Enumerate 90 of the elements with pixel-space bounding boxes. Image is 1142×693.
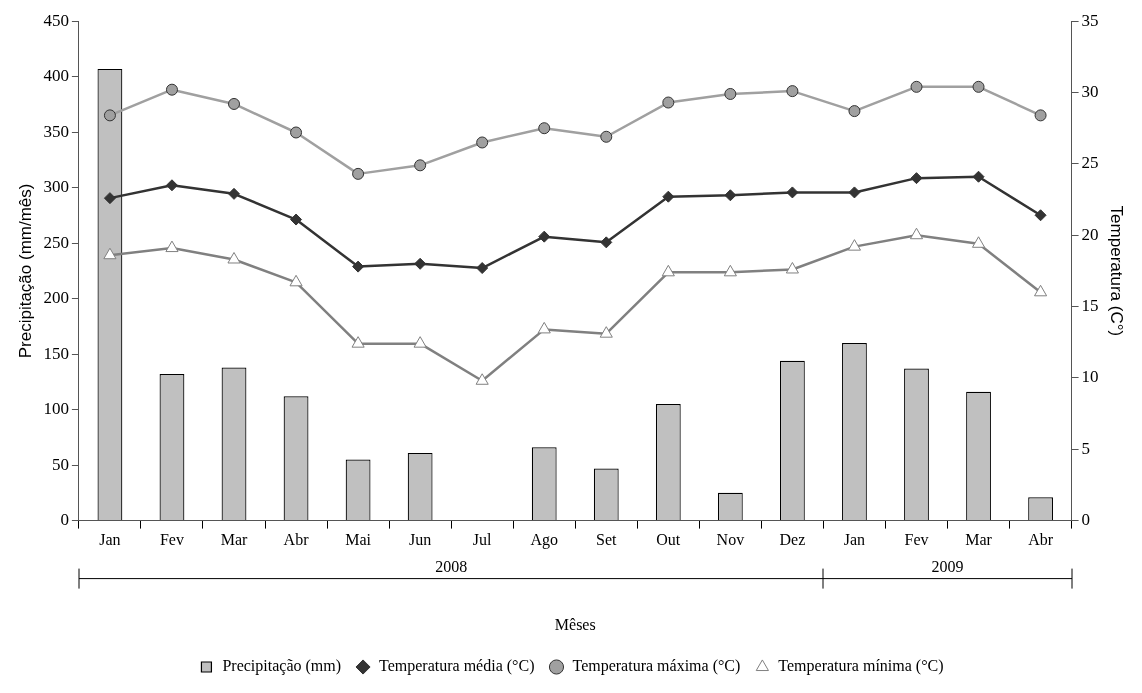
y2-tick-label: 35 <box>1081 10 1099 30</box>
point <box>228 187 241 200</box>
point <box>723 264 737 277</box>
point <box>971 236 986 248</box>
point <box>786 85 799 98</box>
point <box>848 186 861 199</box>
x-tick-label: Fev <box>159 531 184 549</box>
point <box>165 179 178 192</box>
point <box>662 96 675 109</box>
point <box>290 213 303 226</box>
x-tick-label: Jun <box>409 531 432 549</box>
x-tick-label: Abr <box>1028 531 1054 549</box>
point <box>910 80 923 93</box>
x-tick-label: Mar <box>965 531 993 549</box>
point <box>786 186 799 199</box>
point <box>785 261 799 274</box>
y2-tick-label: 30 <box>1081 82 1099 102</box>
point <box>909 227 924 240</box>
x-tick-label: Ago <box>530 531 559 550</box>
point <box>661 264 675 277</box>
y-tick-label: 200 <box>43 288 69 308</box>
y2-tick-label: 15 <box>1081 296 1099 316</box>
x-tick-label: Mar <box>220 531 249 549</box>
point <box>352 260 365 273</box>
y2-tick-label: 10 <box>1081 367 1099 387</box>
legend-label: Precipitação (mm) <box>222 657 342 676</box>
point <box>724 87 737 100</box>
point <box>910 172 923 185</box>
point <box>289 274 303 287</box>
point <box>1034 109 1047 122</box>
point <box>724 189 737 202</box>
x-tick-label: Set <box>596 531 618 549</box>
y-tick-label: 250 <box>43 232 69 252</box>
x-tick-label: Abr <box>283 531 310 549</box>
y-tick-label: 450 <box>43 10 69 30</box>
x-tick-label: Out <box>656 531 681 549</box>
point <box>103 109 116 122</box>
x-tick-label: Dez <box>779 531 806 549</box>
point <box>848 105 861 118</box>
point <box>600 130 613 143</box>
point <box>538 230 551 243</box>
x-tick-label: Mai <box>345 531 372 549</box>
x-tick-label: Jan <box>843 531 866 549</box>
y-tick-label: 350 <box>43 121 69 141</box>
y2-tick-label: 5 <box>1081 438 1091 458</box>
point <box>1034 284 1048 297</box>
y-tick-label: 100 <box>43 399 69 419</box>
point <box>228 97 241 110</box>
point <box>537 321 551 334</box>
point <box>662 190 675 203</box>
x-axis-title: Mêses <box>554 615 596 633</box>
y2-tick-label: 0 <box>1081 510 1091 530</box>
point <box>972 80 985 93</box>
point <box>600 236 613 249</box>
point <box>538 122 551 135</box>
point <box>414 159 427 172</box>
x-tick-label: Jul <box>472 531 493 549</box>
x-tick-label: Jan <box>99 531 121 549</box>
text: 2009 <box>931 557 964 575</box>
y2-axis-title: Temperatura (C°) <box>1107 205 1127 337</box>
x-tick-label: Fev <box>904 531 929 549</box>
point <box>103 247 117 260</box>
point <box>103 192 116 205</box>
y2-tick-label: 20 <box>1081 224 1099 244</box>
legend-label: Temperatura máxima (°C) <box>572 657 741 676</box>
y-tick-label: 300 <box>43 177 69 197</box>
point <box>290 126 303 139</box>
legend-label: Temperatura mínima (°C) <box>778 657 944 676</box>
point <box>165 83 178 96</box>
y-tick-label: 400 <box>43 66 69 86</box>
x-tick-label: Nov <box>716 531 745 549</box>
y-axis-title: Precipitação (mm/mês) <box>15 183 35 359</box>
point <box>227 251 241 264</box>
point <box>352 167 365 180</box>
point <box>475 373 489 385</box>
text: 2008 <box>435 557 468 575</box>
point <box>599 326 613 338</box>
legend-label: Temperatura média (°C) <box>379 657 535 676</box>
point <box>413 336 427 348</box>
point <box>476 262 489 275</box>
y2-tick-label: 25 <box>1081 153 1099 173</box>
y-tick-label: 50 <box>51 454 69 474</box>
point <box>972 170 985 183</box>
point <box>476 136 489 149</box>
y-tick-label: 0 <box>60 510 69 530</box>
point <box>165 240 179 253</box>
y-tick-label: 150 <box>43 343 69 363</box>
point <box>351 336 365 348</box>
point <box>847 239 862 251</box>
point <box>1034 209 1047 222</box>
